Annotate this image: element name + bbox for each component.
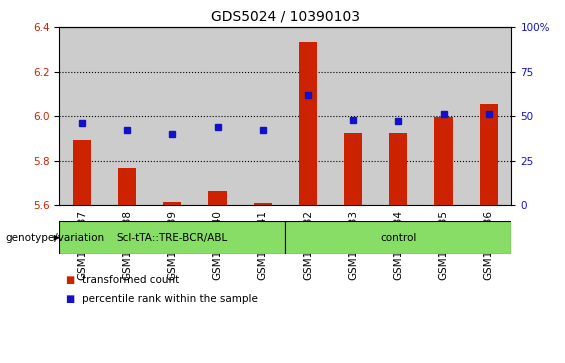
Bar: [285, 221, 511, 254]
Text: percentile rank within the sample: percentile rank within the sample: [82, 294, 258, 305]
Bar: [240, 27, 285, 205]
Bar: [376, 27, 421, 205]
Bar: [331, 27, 376, 205]
Bar: [421, 27, 466, 205]
Bar: [118, 168, 136, 205]
Bar: [150, 27, 195, 205]
Text: ■: ■: [65, 274, 74, 285]
Bar: [105, 27, 150, 205]
Text: genotype/variation: genotype/variation: [6, 233, 105, 243]
Bar: [389, 133, 407, 205]
Bar: [434, 117, 453, 205]
Bar: [59, 27, 105, 205]
Bar: [344, 133, 362, 205]
Text: control: control: [380, 233, 416, 243]
Text: ■: ■: [65, 294, 74, 305]
Bar: [480, 104, 498, 205]
Title: GDS5024 / 10390103: GDS5024 / 10390103: [211, 9, 360, 23]
Bar: [208, 191, 227, 205]
Bar: [163, 202, 181, 205]
Bar: [73, 139, 91, 205]
Bar: [254, 203, 272, 205]
Bar: [466, 27, 511, 205]
Bar: [285, 27, 331, 205]
Text: transformed count: transformed count: [82, 274, 179, 285]
Bar: [59, 221, 285, 254]
Text: ScI-tTA::TRE-BCR/ABL: ScI-tTA::TRE-BCR/ABL: [117, 233, 228, 243]
Bar: [195, 27, 240, 205]
Bar: [299, 42, 317, 205]
